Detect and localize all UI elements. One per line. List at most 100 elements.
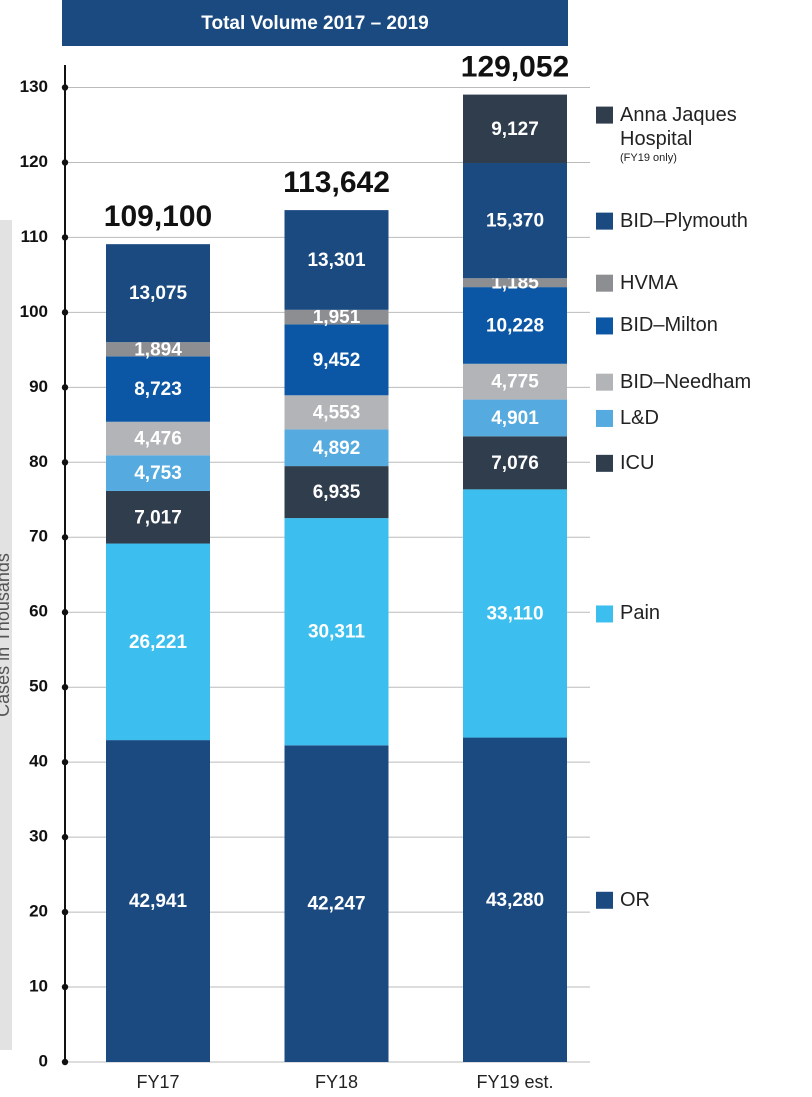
value-label: 7,076 xyxy=(491,453,539,474)
value-label: 7,017 xyxy=(134,507,182,528)
legend-entry: Pain xyxy=(620,602,661,625)
y-tick-label: 10 xyxy=(29,977,48,996)
bar-segment xyxy=(284,518,389,746)
y-tick-label: 50 xyxy=(29,677,48,696)
y-tick-label: 80 xyxy=(29,452,48,471)
legend-swatch xyxy=(596,274,613,292)
total-label: 109,100 xyxy=(104,200,212,233)
y-tick-label: 30 xyxy=(29,827,48,846)
bar-segment xyxy=(463,163,567,279)
value-label: 4,553 xyxy=(313,402,361,423)
total-label: 129,052 xyxy=(461,51,569,84)
bar-segment xyxy=(463,489,567,738)
value-label: 33,110 xyxy=(486,603,543,624)
legend-entry: BID–Milton xyxy=(620,314,718,337)
bar-segment xyxy=(284,429,389,467)
value-label: 8,723 xyxy=(134,379,182,400)
bar-segment xyxy=(106,244,210,343)
legend-label: BID–Plymouth xyxy=(620,209,748,232)
bar-segment xyxy=(284,210,389,310)
y-tick-label: 0 xyxy=(39,1051,48,1070)
value-label: 26,221 xyxy=(129,632,188,653)
bar-segment xyxy=(106,490,210,544)
bar-segment xyxy=(106,356,210,422)
legend-swatch xyxy=(596,212,613,230)
value-label: 9,127 xyxy=(491,119,539,140)
y-tick-label: 110 xyxy=(21,227,48,246)
legend-entry: BID–Needham xyxy=(620,370,752,393)
y-tick-label: 20 xyxy=(29,902,48,921)
x-tick-label: FY18 xyxy=(315,1072,358,1092)
legend-label: OR xyxy=(620,888,650,911)
value-label: 13,075 xyxy=(129,283,188,304)
value-label: 13,301 xyxy=(307,250,366,271)
bar-segment xyxy=(463,399,567,437)
legend-label: BID–Milton xyxy=(620,314,718,337)
legend-swatch xyxy=(596,409,613,427)
bar-segment xyxy=(463,737,567,1062)
value-label: 1,894 xyxy=(134,339,182,360)
legend-entry: L&D xyxy=(620,406,659,429)
legend-entry: OR xyxy=(620,888,650,911)
legend-swatch xyxy=(596,891,613,909)
value-label: 4,892 xyxy=(313,438,361,459)
y-tick-label: 90 xyxy=(29,377,48,396)
value-label: 42,941 xyxy=(129,891,188,912)
legend-entry: Anna Jaques Hospital(FY19 only) xyxy=(620,103,737,164)
bar-segment xyxy=(284,395,389,430)
x-tick-label: FY19 est. xyxy=(476,1072,553,1092)
bar-segment xyxy=(284,466,389,519)
value-label: 43,280 xyxy=(486,890,544,911)
value-label: 10,228 xyxy=(486,315,544,336)
legend-swatch xyxy=(596,106,613,124)
value-label: 6,935 xyxy=(313,482,361,503)
y-tick-label: 60 xyxy=(29,602,48,621)
legend-label: BID–Needham xyxy=(620,370,752,393)
bar-segment xyxy=(106,455,210,491)
value-label: 4,775 xyxy=(491,372,539,393)
y-axis-label: Cases in Thousands xyxy=(0,553,13,717)
legend-label: Pain xyxy=(620,602,661,625)
title-bar xyxy=(62,0,568,46)
y-tick-label: 130 xyxy=(20,77,48,96)
value-label: 4,476 xyxy=(134,429,182,450)
total-label: 113,642 xyxy=(283,166,390,199)
y-tick-label: 120 xyxy=(20,152,48,171)
legend-entry: BID–Plymouth xyxy=(620,209,748,232)
value-label: 4,901 xyxy=(491,408,539,429)
bar-segment xyxy=(106,342,210,357)
bar-segment xyxy=(284,309,389,325)
legend-label: ICU xyxy=(620,451,655,474)
legend-label: Anna Jaques Hospital xyxy=(620,103,737,150)
y-tick-label: 40 xyxy=(29,752,48,771)
bar-segment xyxy=(463,278,567,288)
bar-segment xyxy=(463,436,567,490)
value-label: 15,370 xyxy=(486,211,544,232)
legend-swatch xyxy=(596,454,613,472)
bar-segment xyxy=(463,94,567,164)
bar-segment xyxy=(284,324,389,396)
bar-segment xyxy=(106,421,210,456)
legend-note: (FY19 only) xyxy=(620,151,677,164)
legend-entry: HVMA xyxy=(620,271,678,294)
legend-label: HVMA xyxy=(620,271,678,294)
value-label: 42,247 xyxy=(307,894,365,915)
legend-swatch xyxy=(596,373,613,391)
bar-segment xyxy=(106,543,210,741)
bar-segment xyxy=(284,745,389,1062)
legend-entry: ICU xyxy=(620,451,655,474)
bar-segment xyxy=(463,363,567,400)
x-tick-label: FY17 xyxy=(136,1072,179,1092)
y-tick-label: 70 xyxy=(29,527,48,546)
bar-segment xyxy=(106,740,210,1062)
value-label: 30,311 xyxy=(308,622,365,643)
legend-label: L&D xyxy=(620,406,659,429)
value-label: 1,951 xyxy=(313,307,361,328)
value-label: 4,753 xyxy=(134,463,182,484)
chart-title: Total Volume 2017 – 2019 xyxy=(201,13,428,34)
axis-label-panel xyxy=(0,220,12,1050)
value-label: 9,452 xyxy=(313,350,361,371)
legend-swatch xyxy=(596,605,613,623)
